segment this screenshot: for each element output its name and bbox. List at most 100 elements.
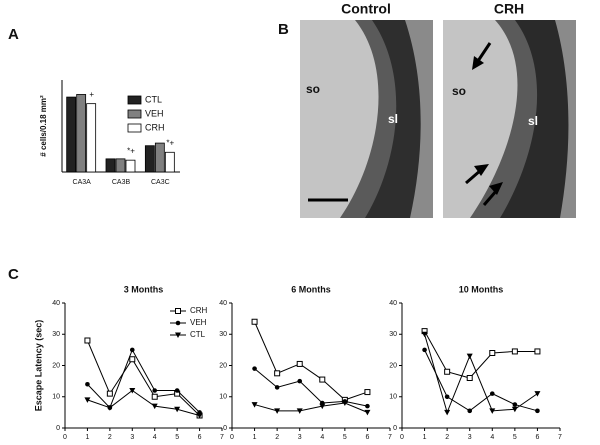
x-tick-label: 5 xyxy=(343,434,347,441)
marker xyxy=(297,378,303,384)
bar xyxy=(125,159,136,173)
marker xyxy=(85,381,90,387)
y-tick-label: 0 xyxy=(56,425,60,432)
x-tick-label: 1 xyxy=(423,434,427,441)
marker xyxy=(489,350,496,356)
legend-marker xyxy=(175,320,181,326)
marker xyxy=(196,413,203,419)
y-tick-label: 0 xyxy=(393,425,397,432)
marker xyxy=(151,403,158,410)
marker xyxy=(319,403,326,410)
marker xyxy=(296,360,303,367)
marker xyxy=(251,402,258,408)
x-tick-label: 6 xyxy=(535,434,539,441)
y-tick-label: 30 xyxy=(389,331,397,338)
marker xyxy=(535,408,540,414)
marker xyxy=(489,391,495,396)
bar xyxy=(115,158,126,173)
marker xyxy=(129,388,136,394)
x-tick-label: 7 xyxy=(558,434,562,441)
marker xyxy=(129,347,135,353)
y-tick-label: 30 xyxy=(52,331,60,338)
marker xyxy=(422,347,427,353)
y-tick-label: 40 xyxy=(389,300,397,307)
legend-label: CTL xyxy=(145,94,162,104)
x-tick-label: 1 xyxy=(85,434,89,441)
series-line xyxy=(254,402,368,413)
x-tick-label: 2 xyxy=(445,434,449,441)
x-tick-label: 6 xyxy=(365,434,369,441)
legend-label: CRH xyxy=(190,306,208,315)
bar xyxy=(66,96,77,173)
marker xyxy=(252,366,257,371)
x-tick-label: 5 xyxy=(175,434,179,441)
marker xyxy=(444,409,451,416)
x-tick-label: 2 xyxy=(108,434,112,441)
bar xyxy=(164,151,175,173)
legend-swatch xyxy=(127,123,142,133)
region-label: sl xyxy=(388,112,398,126)
marker xyxy=(106,405,113,411)
y-axis-label: Escape Latency (sec) xyxy=(33,320,43,412)
x-tick-label: 6 xyxy=(198,434,202,441)
marker xyxy=(421,331,428,338)
y-tick-label: 0 xyxy=(223,425,227,432)
x-tick-label: 0 xyxy=(230,434,234,441)
legend-label: CTL xyxy=(190,330,206,339)
x-tick-label: 5 xyxy=(513,434,517,441)
x-tick-label: 0 xyxy=(63,434,67,441)
marker xyxy=(174,388,180,393)
marker xyxy=(534,348,541,355)
marker xyxy=(152,388,158,393)
marker xyxy=(511,406,518,413)
marker xyxy=(364,389,371,396)
marker xyxy=(106,390,113,397)
y-tick-label: 20 xyxy=(219,362,227,369)
series-line xyxy=(424,330,538,379)
bar xyxy=(86,103,97,173)
marker xyxy=(467,408,473,414)
y-tick-label: 10 xyxy=(52,394,60,401)
micrograph xyxy=(443,20,576,218)
series-line xyxy=(87,348,200,413)
series-line xyxy=(87,389,200,416)
panel-label: A xyxy=(8,26,19,43)
marker xyxy=(534,391,541,397)
y-tick-label: 30 xyxy=(219,331,227,338)
annotation: *+ xyxy=(127,146,135,155)
marker xyxy=(466,375,473,381)
marker xyxy=(511,348,518,355)
legend-label: CRH xyxy=(145,122,165,132)
legend-swatch xyxy=(127,95,142,105)
marker xyxy=(512,402,518,407)
legend-swatch xyxy=(127,109,142,119)
marker xyxy=(444,394,450,400)
x-tick-label: 1 xyxy=(253,434,257,441)
marker xyxy=(444,368,451,375)
region-label: so xyxy=(306,82,320,96)
annotation: + xyxy=(89,90,94,99)
legend-marker xyxy=(175,332,181,338)
series-line xyxy=(86,340,200,416)
marker xyxy=(489,408,496,414)
panel-label: B xyxy=(278,21,289,38)
marker xyxy=(151,393,158,400)
x-tick-label: 4 xyxy=(153,434,157,441)
marker xyxy=(365,403,370,409)
y-tick-label: 20 xyxy=(52,362,60,369)
x-tick-label: 7 xyxy=(388,434,392,441)
marker xyxy=(84,397,91,403)
region-label: sl xyxy=(528,114,538,128)
y-tick-label: 10 xyxy=(389,394,397,401)
x-tick-label: 7 xyxy=(220,434,224,441)
region-label: so xyxy=(452,84,466,98)
micrograph-title: Control xyxy=(341,1,391,17)
legend-marker xyxy=(175,308,181,314)
x-tick-label: CA3B xyxy=(112,179,131,186)
marker xyxy=(466,353,473,360)
chart-title: 10 Months xyxy=(459,284,504,294)
bar xyxy=(76,94,87,173)
y-tick-label: 40 xyxy=(219,300,227,307)
y-axis-label: # cells/0.18 mm² xyxy=(39,95,48,157)
marker xyxy=(129,356,136,363)
